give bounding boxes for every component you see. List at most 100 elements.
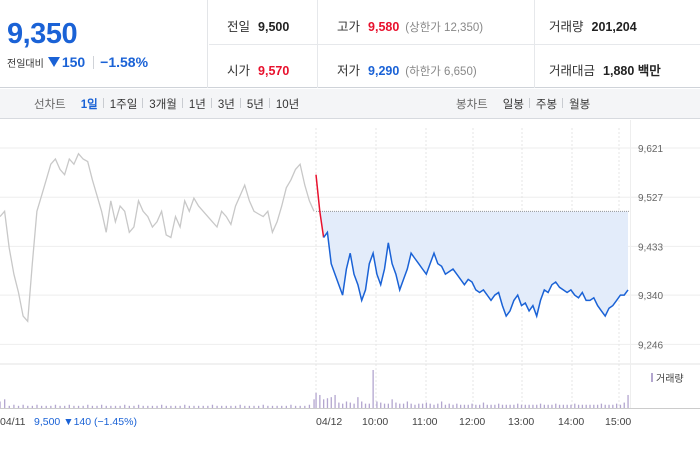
tab-1week[interactable]: 1주일 <box>102 96 144 112</box>
volume-bar <box>257 405 260 408</box>
volume-bar <box>551 404 553 408</box>
change-row: 전일대비 150 −1.58% <box>7 54 148 70</box>
volume-bar <box>290 404 292 408</box>
volume-bar <box>230 405 232 408</box>
volume-bar <box>193 405 195 408</box>
volume-bar <box>452 404 454 408</box>
volume-bar <box>528 404 530 408</box>
stat-value: 9,570 <box>258 64 290 78</box>
volume-bar <box>276 405 278 408</box>
volume-bar <box>179 405 181 408</box>
volume-bar <box>513 404 515 408</box>
volume-bar <box>448 403 450 408</box>
price-chart[interactable]: 9,621 9,527 9,433 9,340 9,246 04/11 04/12 10:0… <box>0 120 700 450</box>
current-price: 9,350 <box>7 18 78 50</box>
stat-label: 전일 <box>227 20 251 34</box>
volume-bar <box>524 404 526 408</box>
volume-bar <box>22 404 24 408</box>
volume-bar <box>577 404 580 408</box>
volume-bar <box>13 404 15 408</box>
volume-bar <box>105 405 107 408</box>
volume-bar <box>4 399 6 408</box>
volume-bar <box>387 403 389 408</box>
stat-value: 201,204 <box>591 20 637 34</box>
volume-bar <box>479 404 481 408</box>
volume-legend-swatch <box>651 373 653 382</box>
volume-bar <box>174 405 177 408</box>
volume-bar <box>170 405 172 408</box>
x-tick-label: 04/12 <box>316 416 342 428</box>
volume-bar <box>486 404 488 408</box>
tab-10year[interactable]: 10년 <box>268 96 305 112</box>
volume-bar <box>475 404 477 408</box>
stat-value: 9,500 <box>258 20 290 34</box>
x-tick-label: 15:00 <box>605 416 631 428</box>
volume-bar <box>64 405 66 408</box>
volume-bar <box>225 405 227 408</box>
volume-bar <box>211 404 214 408</box>
stat-volume: 거래량 201,204 <box>549 16 637 35</box>
volume-bar <box>128 405 130 408</box>
volume-bar <box>501 404 504 408</box>
volume-bar <box>532 404 534 408</box>
volume-bar <box>315 392 317 408</box>
volume-bar <box>372 370 374 408</box>
volume-bar <box>188 405 191 408</box>
volume-bar <box>418 403 420 408</box>
volume-bar <box>100 404 103 408</box>
volume-bar <box>353 403 355 408</box>
volume-bar <box>248 405 251 408</box>
tab-weekly-candle[interactable]: 주봉 <box>528 96 563 112</box>
tab-5year[interactable]: 5년 <box>239 96 270 112</box>
volume-bar <box>184 404 186 408</box>
y-tick-label: 9,340 <box>638 291 663 302</box>
volume-bar <box>391 399 393 408</box>
prev-day-summary-part: (−1.45%) <box>91 416 137 428</box>
volume-bar <box>197 405 200 408</box>
volume-bar <box>202 405 204 408</box>
volume-bar <box>285 405 287 408</box>
volume-bar <box>147 405 149 408</box>
volume-bar <box>91 405 94 408</box>
stat-label: 시가 <box>227 64 251 78</box>
volume-bar <box>490 404 492 408</box>
volume-bar <box>364 403 367 408</box>
volume-bar <box>558 404 561 408</box>
stat-low: 저가 9,290 (하한가 6,650) <box>337 60 477 79</box>
x-tick-label: 14:00 <box>558 416 584 428</box>
volume-bar <box>124 404 126 408</box>
tab-3year[interactable]: 3년 <box>210 96 241 112</box>
volume-bar <box>433 404 435 408</box>
volume-bar <box>437 403 439 408</box>
today-price-line-up <box>315 174 325 238</box>
down-triangle-icon <box>47 57 60 67</box>
tab-1year[interactable]: 1년 <box>181 96 212 112</box>
volume-bar <box>156 405 158 408</box>
stat-value: 9,580 <box>368 20 400 34</box>
volume-bar <box>77 405 80 408</box>
tab-monthly-candle[interactable]: 월봉 <box>562 96 596 112</box>
prev-day-summary-part: 9,500 <box>34 416 60 428</box>
volume-bar <box>459 404 462 408</box>
x-tick-label: 12:00 <box>459 416 485 428</box>
volume-bar <box>50 405 52 408</box>
volume-bar <box>509 404 511 408</box>
upper-limit: (상한가 12,350) <box>405 22 484 34</box>
x-tick-label: 10:00 <box>362 416 388 428</box>
divider <box>317 0 318 88</box>
volume-bar <box>27 405 29 408</box>
volume-bar <box>319 394 321 408</box>
tab-3month[interactable]: 3개월 <box>142 96 183 112</box>
volume-bar <box>357 397 359 408</box>
volume-bar <box>482 402 485 408</box>
stat-value: 1,880 백만 <box>603 64 661 78</box>
volume-bar <box>410 403 412 408</box>
change-percent: −1.58% <box>100 54 149 70</box>
volume-bar <box>623 402 625 408</box>
tab-1day[interactable]: 1일 <box>80 99 98 111</box>
y-tick-label: 9,246 <box>638 340 663 351</box>
volume-bar <box>40 405 43 408</box>
volume-bar <box>281 405 283 408</box>
tab-daily-candle[interactable]: 일봉 <box>502 99 524 111</box>
chart-toolbar: 선차트 1일 1주일 3개월 1년 3년 5년 10년 봉차트 일봉 주봉 월봉 <box>0 89 700 119</box>
